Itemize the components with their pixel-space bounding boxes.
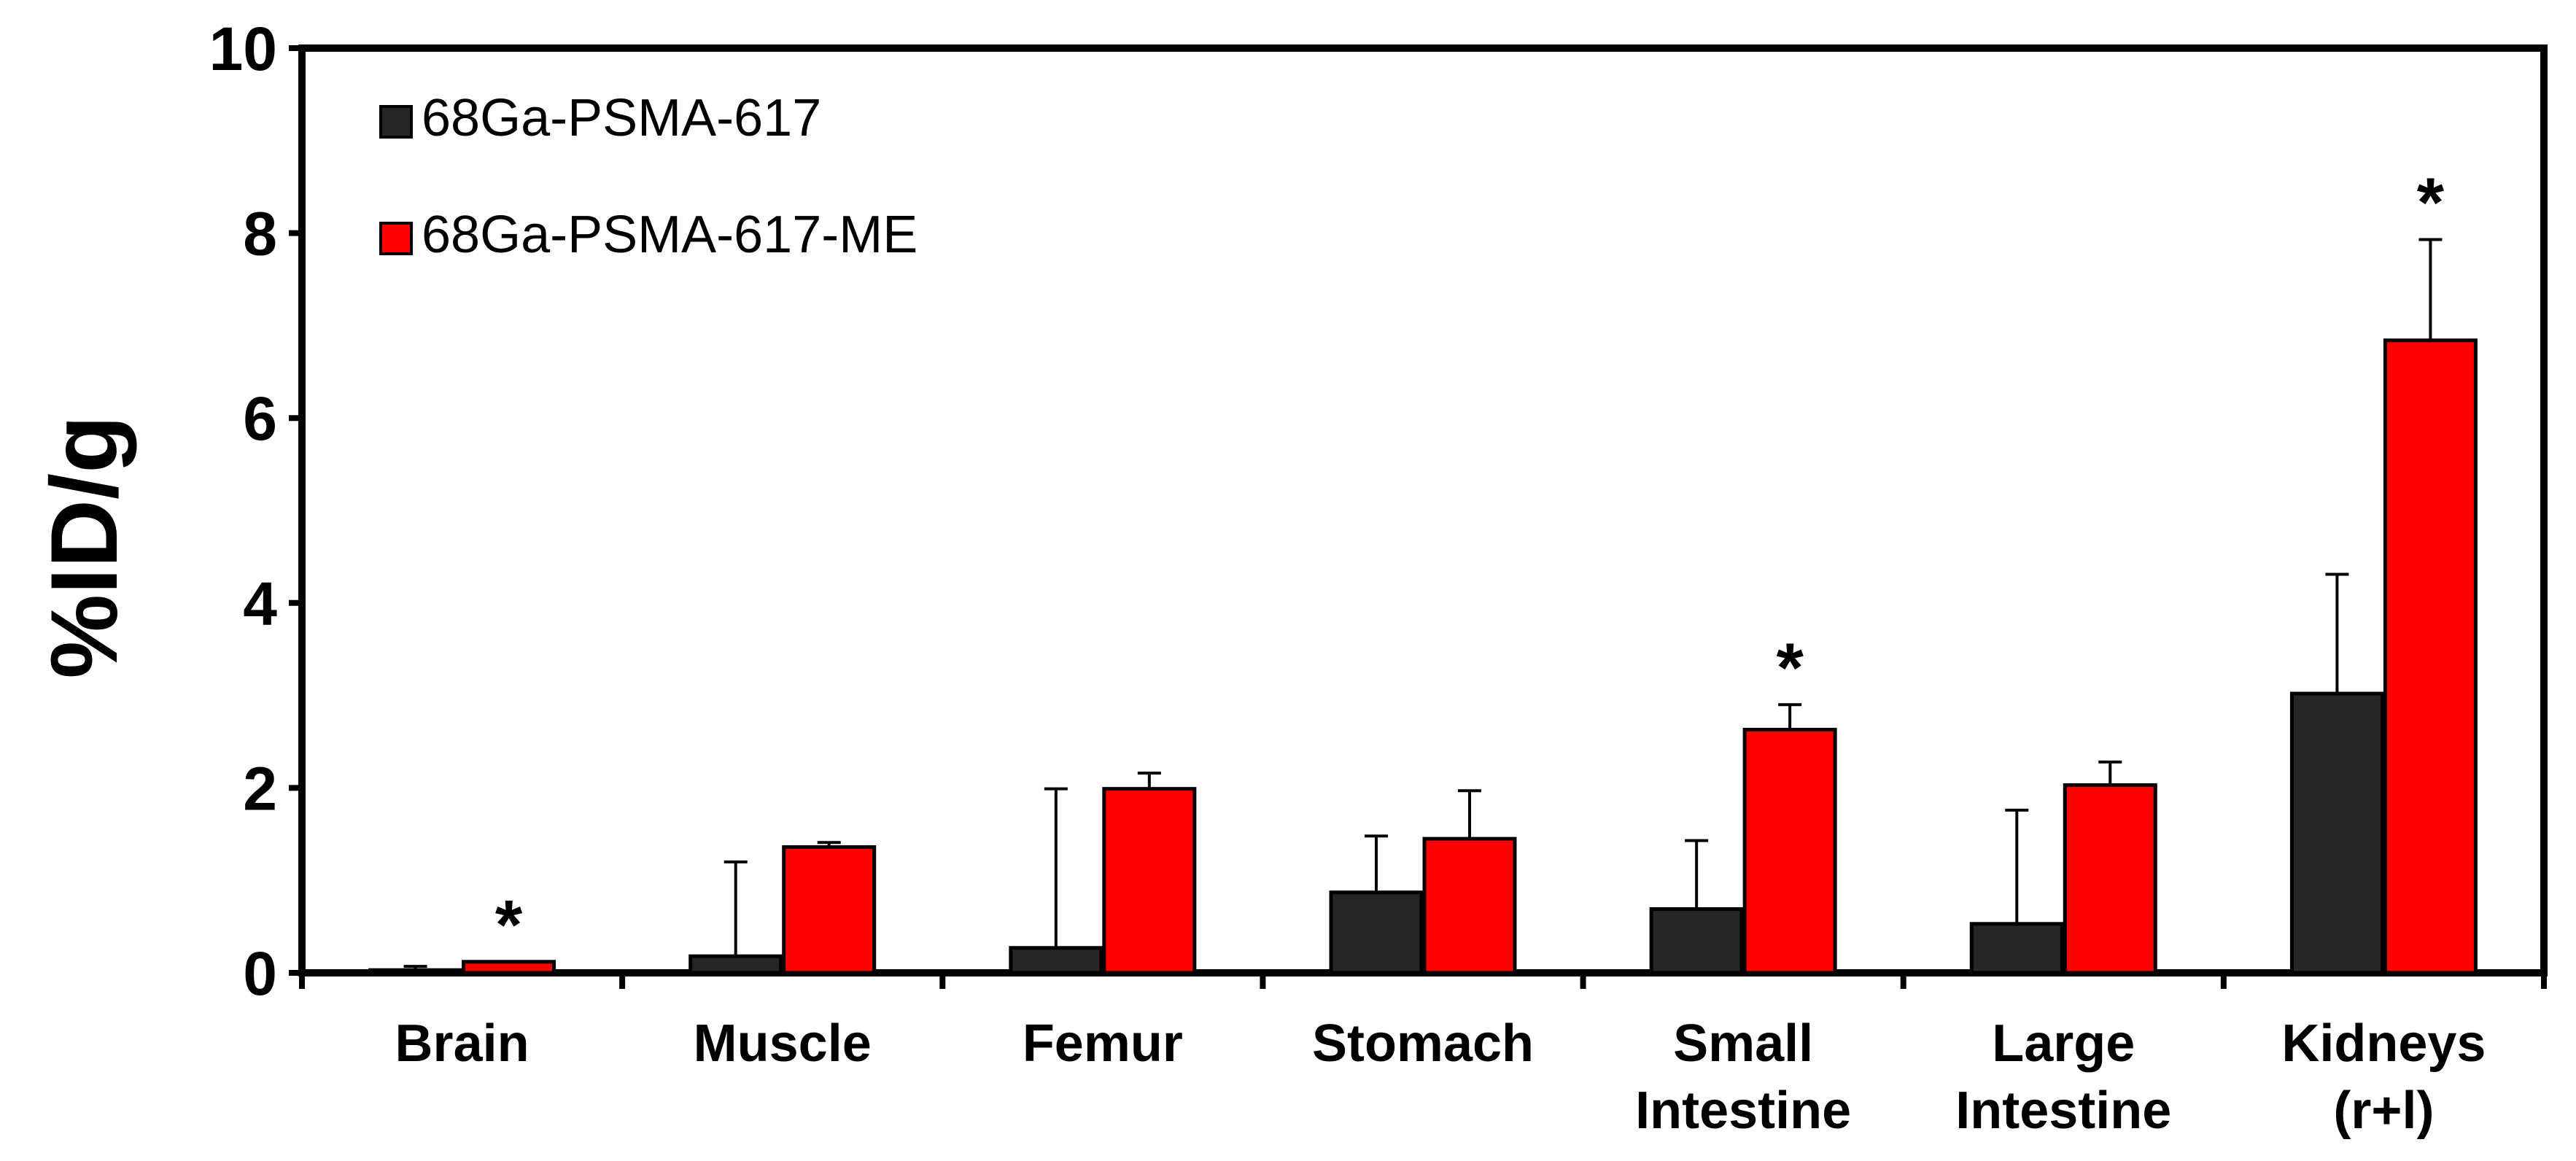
x-tick-label: Kidneys (r+l): [2281, 1014, 2486, 1140]
bar-psma-617-me-brain: [462, 960, 556, 975]
bar-psma-617-stomach: [1329, 890, 1424, 975]
y-tick-labels: 0 2 4 6 8 10: [209, 15, 278, 1008]
legend-swatch: [379, 105, 413, 139]
plot-frame: [298, 44, 2548, 976]
y-tick-label: 10: [209, 15, 277, 83]
x-tick-label-line: Kidneys: [2281, 1014, 2486, 1073]
bar-psma-617-femur: [1009, 946, 1103, 975]
bar-psma-617-large-intestine: [1969, 922, 2064, 975]
x-tick-label-line: Stomach: [1312, 1014, 1534, 1073]
significance-star: *: [1776, 629, 1804, 707]
x-tick-label: Small Intestine: [1635, 1014, 1851, 1140]
bar-psma-617-me-small-intestine: [1742, 728, 1837, 975]
x-tick-label-line: Muscle: [694, 1014, 872, 1073]
x-tick-label: Muscle: [694, 1014, 872, 1073]
x-tick-label-line: Intestine: [1955, 1082, 2171, 1140]
y-tick-label: 6: [243, 384, 277, 453]
significance-star: *: [495, 886, 523, 964]
x-tick-label-line: Intestine: [1635, 1082, 1851, 1140]
bar-psma-617-kidneys-r-l-: [2289, 691, 2384, 975]
x-tick-label-line: Brain: [395, 1014, 529, 1073]
x-tick-label: Brain: [395, 1014, 529, 1073]
bar-psma-617-muscle: [688, 954, 783, 975]
bar-psma-617-brain: [368, 968, 463, 975]
axes: [289, 44, 2548, 989]
significance-marks: * * *: [495, 163, 2445, 963]
bar-psma-617-me-large-intestine: [2063, 783, 2157, 975]
x-tick-label: Stomach: [1312, 1014, 1534, 1073]
y-tick-label: 8: [243, 200, 277, 268]
x-tick-label: Large Intestine: [1955, 1014, 2171, 1140]
significance-star: *: [2417, 163, 2445, 241]
x-tick-label-line: Femur: [1023, 1014, 1183, 1073]
legend-swatch: [379, 222, 413, 255]
bar-psma-617-me-kidneys-r-l-: [2383, 338, 2478, 975]
y-axis-label: %ID/g: [31, 415, 137, 678]
y-tick-label: 0: [243, 939, 277, 1008]
y-tick-label: 2: [243, 754, 277, 823]
x-tick-label-line: Large: [1992, 1014, 2135, 1073]
legend-label: 68Ga-PSMA-617: [422, 89, 821, 147]
x-tick-label-line: Small: [1673, 1014, 1813, 1073]
error-bars: [403, 238, 2443, 971]
bar-psma-617-me-muscle: [782, 845, 877, 975]
x-tick-label-line: (r+l): [2333, 1082, 2434, 1140]
bar-psma-617-small-intestine: [1649, 907, 1744, 975]
bars: [368, 338, 2478, 975]
x-tick-label: Femur: [1023, 1014, 1183, 1073]
bar-psma-617-me-femur: [1102, 787, 1197, 975]
legend-label: 68Ga-PSMA-617-ME: [422, 206, 917, 264]
bar-psma-617-me-stomach: [1422, 836, 1517, 975]
legend: 68Ga-PSMA-617 68Ga-PSMA-617-ME: [379, 89, 917, 264]
x-tick-labels: Brain Muscle Femur Stomach Small IntestineLar…: [395, 1014, 2486, 1140]
y-tick-label: 4: [243, 570, 277, 638]
